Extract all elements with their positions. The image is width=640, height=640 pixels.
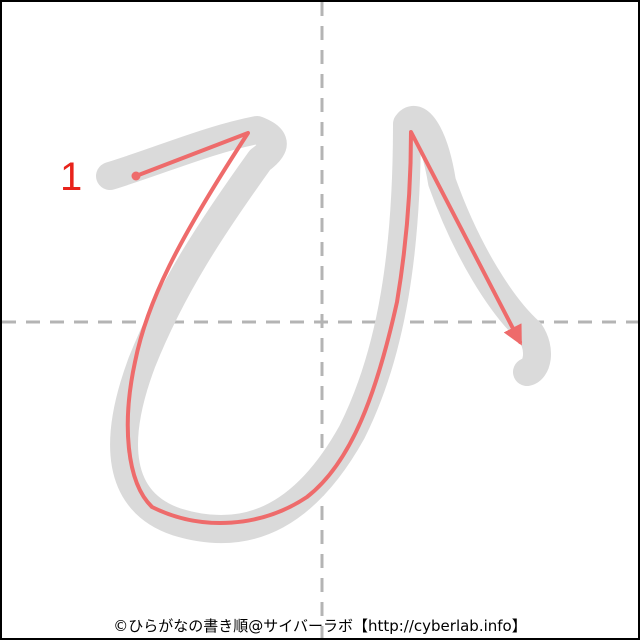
character-shadow-stroke	[110, 120, 537, 529]
stroke-1-start-dot	[132, 172, 141, 181]
stroke-number-1: 1	[60, 155, 82, 199]
copyright-credit: ©ひらがなの書き順@サイバーラボ【http://cyberlab.info】	[2, 615, 638, 636]
